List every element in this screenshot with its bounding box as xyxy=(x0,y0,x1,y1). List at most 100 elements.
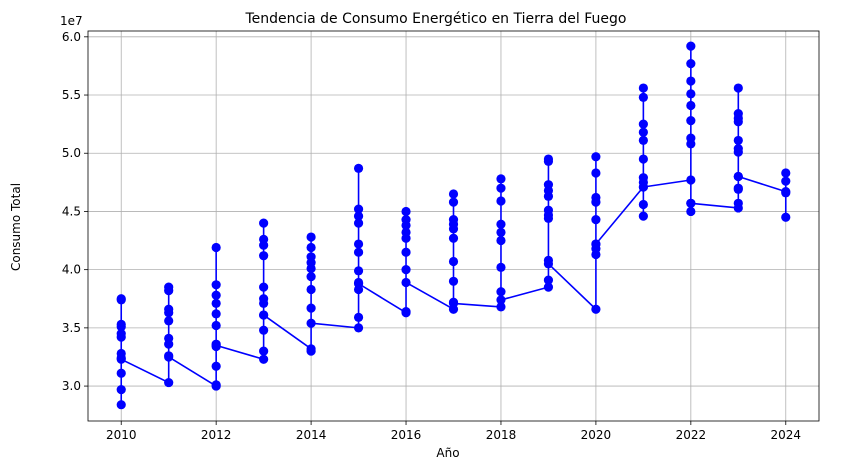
data-point xyxy=(211,361,221,371)
data-point xyxy=(686,206,696,217)
data-point xyxy=(591,304,601,314)
data-point xyxy=(259,282,269,292)
data-point xyxy=(781,188,791,198)
data-point xyxy=(164,286,174,296)
data-point xyxy=(116,384,126,395)
data-point xyxy=(353,211,364,221)
data-point xyxy=(733,147,743,157)
data-point xyxy=(638,154,648,164)
data-point xyxy=(211,309,221,319)
data-point xyxy=(116,354,126,364)
plot-frame xyxy=(87,30,820,422)
data-point xyxy=(496,287,506,297)
data-point xyxy=(306,284,316,295)
data-point xyxy=(496,219,506,229)
data-point xyxy=(733,135,743,146)
data-point xyxy=(164,352,174,362)
data-point xyxy=(448,197,459,207)
chart-title: Tendencia de Consumo Energético en Tierr… xyxy=(245,11,627,27)
data-point xyxy=(638,83,648,93)
data-point xyxy=(259,298,269,309)
y-tick-label: 6.0 xyxy=(62,30,81,44)
data-point xyxy=(496,302,506,312)
data-point xyxy=(211,340,221,350)
data-point xyxy=(496,235,506,246)
data-point xyxy=(733,171,743,182)
data-point xyxy=(638,182,648,192)
data-point xyxy=(259,325,269,335)
data-point xyxy=(116,295,126,305)
data-point xyxy=(448,276,459,286)
data-point xyxy=(401,306,411,317)
data-point xyxy=(686,198,696,208)
x-tick-label: 2020 xyxy=(581,428,612,442)
data-point xyxy=(259,346,269,356)
data-point xyxy=(306,272,316,282)
data-point xyxy=(591,249,601,260)
data-point xyxy=(211,380,221,390)
data-point xyxy=(543,156,554,166)
data-point xyxy=(164,316,174,326)
data-point xyxy=(259,218,269,228)
data-point xyxy=(116,332,126,342)
data-point xyxy=(211,242,221,253)
y-tick-label: 4.5 xyxy=(62,204,81,218)
data-point xyxy=(353,239,364,249)
data-point xyxy=(591,168,601,178)
data-point xyxy=(686,100,696,111)
data-point xyxy=(638,199,648,210)
y-tick-label: 5.0 xyxy=(62,146,81,160)
data-point xyxy=(543,213,554,224)
data-point xyxy=(781,176,791,186)
y-tick-label: 3.0 xyxy=(62,379,81,393)
data-point xyxy=(638,211,648,221)
data-point xyxy=(733,198,743,208)
data-point xyxy=(353,323,364,333)
data-point xyxy=(164,377,174,388)
data-point xyxy=(781,168,791,178)
data-point xyxy=(638,127,648,137)
data-point xyxy=(543,259,554,269)
data-point xyxy=(496,295,506,305)
data-point xyxy=(259,240,269,250)
data-point xyxy=(353,163,364,173)
data-point xyxy=(211,280,221,290)
data-point xyxy=(306,232,316,242)
data-point xyxy=(686,58,696,69)
data-point xyxy=(686,89,696,99)
data-point xyxy=(211,298,221,309)
data-point xyxy=(733,117,743,127)
data-point xyxy=(638,119,648,129)
data-point xyxy=(401,220,411,231)
data-point xyxy=(781,212,791,222)
data-point xyxy=(306,318,316,328)
series-markers xyxy=(116,41,791,410)
data-point xyxy=(686,41,696,51)
x-tick-label: 2022 xyxy=(676,428,707,442)
data-point xyxy=(591,214,601,225)
data-point xyxy=(401,206,411,217)
data-point xyxy=(211,290,221,300)
data-point xyxy=(686,139,696,149)
data-point xyxy=(448,233,459,243)
data-point xyxy=(638,92,648,102)
data-point xyxy=(211,320,221,331)
x-tick-label: 2016 xyxy=(391,428,422,442)
y-tick-label: 4.0 xyxy=(62,263,81,277)
x-tick-label: 2014 xyxy=(296,428,327,442)
data-point xyxy=(164,308,174,318)
data-point xyxy=(543,191,554,201)
x-axis-ticks: 2010 2012 2014 2016 2018 2020 2022 2024 xyxy=(106,421,801,442)
data-point xyxy=(353,247,364,257)
y-axis-ticks: 3.0 3.5 4.0 4.5 5.0 5.5 6.0 xyxy=(62,30,88,393)
data-point xyxy=(448,298,459,309)
data-point xyxy=(591,152,601,162)
y-tick-label: 5.5 xyxy=(62,88,81,102)
data-point xyxy=(543,282,554,292)
data-point xyxy=(353,279,364,289)
data-point xyxy=(591,239,601,249)
y-axis-label: Consumo Total xyxy=(9,183,23,271)
y-tick-label: 3.5 xyxy=(62,321,81,335)
y-axis-offset-label: 1e7 xyxy=(60,14,83,28)
data-point xyxy=(259,251,269,261)
